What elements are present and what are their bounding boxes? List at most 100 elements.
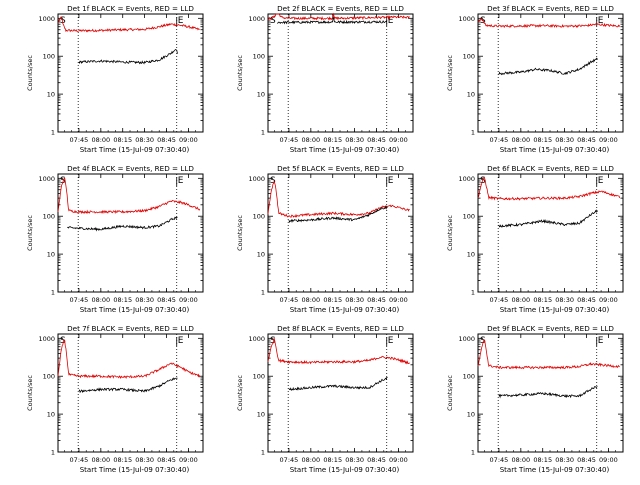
- x-tick-label: 08:30: [555, 456, 574, 464]
- x-tick-label: 08:45: [577, 136, 596, 144]
- x-axis-label: Start Time (15-Jul-09 07:30:40): [290, 146, 400, 154]
- y-axis-label: Counts/sec: [446, 375, 454, 411]
- x-tick-label: 08:15: [533, 456, 552, 464]
- x-axis-label: Start Time (15-Jul-09 07:30:40): [290, 306, 400, 314]
- x-tick-label: 08:00: [301, 136, 320, 144]
- series-events-line: [498, 57, 598, 76]
- x-axis-label: Start Time (15-Jul-09 07:30:40): [500, 306, 610, 314]
- y-tick-label: 1: [261, 449, 265, 457]
- x-tick-label: 09:00: [179, 456, 198, 464]
- panel-title: Det 5f BLACK = Events, RED = LLD: [277, 164, 404, 173]
- y-tick-label: 100: [253, 373, 265, 381]
- marker-e: E: [178, 16, 184, 26]
- x-tick-label: 09:00: [179, 296, 198, 304]
- y-tick-label: 10: [47, 91, 55, 99]
- panel-det-4: Det 4f BLACK = Events, RED = LLD Counts/s…: [26, 164, 204, 314]
- y-tick-label: 1: [51, 289, 55, 297]
- y-axis-label: Counts/sec: [236, 375, 244, 411]
- y-tick-label: 1: [261, 129, 265, 137]
- y-tick-label: 100: [253, 53, 265, 61]
- marker-s: S: [480, 176, 486, 186]
- y-tick-label: 1000: [458, 175, 475, 183]
- x-tick-label: 08:45: [577, 296, 596, 304]
- y-tick-label: 10: [257, 251, 265, 259]
- marker-e: E: [598, 176, 604, 186]
- x-tick-label: 08:30: [135, 456, 154, 464]
- panel-title: Det 7f BLACK = Events, RED = LLD: [67, 324, 194, 333]
- series-events-line: [276, 16, 388, 25]
- marker-s: S: [480, 16, 486, 26]
- series-events-line: [67, 215, 178, 232]
- series-lld-line: [57, 177, 201, 215]
- y-tick-label: 1000: [458, 15, 475, 23]
- panel-det-9: Det 9f BLACK = Events, RED = LLD Counts/s…: [446, 324, 624, 474]
- marker-e: E: [178, 176, 184, 186]
- series-events-line: [288, 376, 388, 391]
- panel-title: Det 2f BLACK = Events, RED = LLD: [277, 4, 404, 13]
- x-tick-label: 08:45: [367, 136, 386, 144]
- x-tick-label: 08:00: [91, 136, 110, 144]
- marker-e: E: [388, 336, 394, 346]
- panel-det-3: Det 3f BLACK = Events, RED = LLD Counts/s…: [446, 4, 624, 154]
- y-axis-label: Counts/sec: [26, 55, 34, 91]
- y-tick-label: 100: [253, 213, 265, 221]
- x-tick-label: 08:45: [157, 456, 176, 464]
- x-tick-label: 08:00: [301, 296, 320, 304]
- y-tick-label: 100: [463, 53, 475, 61]
- x-tick-label: 07:45: [490, 296, 509, 304]
- y-tick-label: 10: [467, 251, 475, 259]
- x-tick-label: 09:00: [599, 456, 618, 464]
- plot-frame: [267, 13, 414, 133]
- x-tick-label: 08:45: [157, 136, 176, 144]
- y-axis-label: Counts/sec: [26, 375, 34, 411]
- x-tick-label: 08:15: [113, 136, 132, 144]
- x-tick-label: 07:45: [280, 136, 299, 144]
- series-lld-line: [267, 337, 410, 365]
- x-tick-label: 07:45: [70, 296, 89, 304]
- marker-e: E: [388, 176, 394, 186]
- y-axis-label: Counts/sec: [236, 215, 244, 251]
- series-lld-line: [477, 338, 620, 370]
- y-tick-label: 1000: [248, 15, 265, 23]
- x-tick-label: 08:30: [345, 456, 364, 464]
- marker-e: E: [598, 336, 604, 346]
- y-tick-label: 1000: [458, 335, 475, 343]
- x-axis-label: Start Time (15-Jul-09 07:30:40): [80, 466, 190, 474]
- x-tick-label: 08:15: [533, 296, 552, 304]
- x-axis-label: Start Time (15-Jul-09 07:30:40): [80, 306, 190, 314]
- x-tick-label: 07:45: [490, 456, 509, 464]
- y-axis-label: Counts/sec: [446, 215, 454, 251]
- x-tick-label: 07:45: [70, 136, 89, 144]
- x-tick-label: 07:45: [70, 456, 89, 464]
- x-tick-label: 09:00: [389, 136, 408, 144]
- x-tick-label: 08:15: [323, 456, 342, 464]
- panel-title: Det 1f BLACK = Events, RED = LLD: [67, 4, 194, 13]
- series-lld-line: [57, 339, 201, 380]
- panel-det-8: Det 8f BLACK = Events, RED = LLD Counts/s…: [236, 324, 414, 474]
- plot-frame: [477, 13, 624, 133]
- y-tick-label: 1: [471, 129, 475, 137]
- panel-title: Det 8f BLACK = Events, RED = LLD: [277, 324, 404, 333]
- panel-det-6: Det 6f BLACK = Events, RED = LLD Counts/s…: [446, 164, 624, 314]
- plot-frame: [57, 173, 204, 293]
- plot-frame: [267, 333, 414, 453]
- panel-title: Det 3f BLACK = Events, RED = LLD: [487, 4, 614, 13]
- y-tick-label: 1: [51, 449, 55, 457]
- x-axis-label: Start Time (15-Jul-09 07:30:40): [500, 146, 610, 154]
- y-tick-label: 100: [463, 213, 475, 221]
- y-tick-label: 1: [471, 289, 475, 297]
- x-tick-label: 09:00: [389, 456, 408, 464]
- plot-frame: [57, 333, 204, 453]
- series-events-line: [288, 205, 388, 224]
- y-tick-label: 1000: [248, 175, 265, 183]
- x-tick-label: 08:45: [367, 296, 386, 304]
- x-tick-label: 07:45: [490, 136, 509, 144]
- marker-e: E: [598, 16, 604, 26]
- panel-title: Det 6f BLACK = Events, RED = LLD: [487, 164, 614, 173]
- x-tick-label: 08:15: [113, 456, 132, 464]
- y-tick-label: 10: [467, 411, 475, 419]
- marker-e: E: [178, 336, 184, 346]
- plot-frame: [477, 173, 624, 293]
